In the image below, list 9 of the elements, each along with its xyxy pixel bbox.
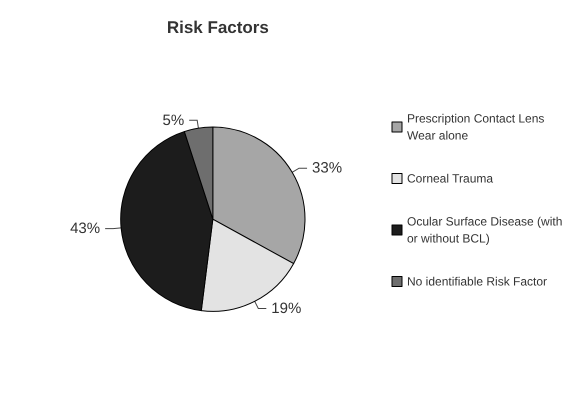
legend-label: Ocular Surface Disease (with or without BCL) (407, 214, 566, 246)
legend-label: Prescription Contact Lens Wear alone (407, 112, 548, 142)
chart-title: Risk Factors (166, 18, 269, 37)
legend-label: Corneal Trauma (407, 172, 494, 186)
data-label: 33% (312, 160, 342, 177)
data-label: 19% (271, 300, 302, 317)
data-label: 5% (162, 112, 184, 129)
legend-label: No identifiable Risk Factor (407, 274, 548, 288)
data-label: 43% (70, 220, 100, 238)
